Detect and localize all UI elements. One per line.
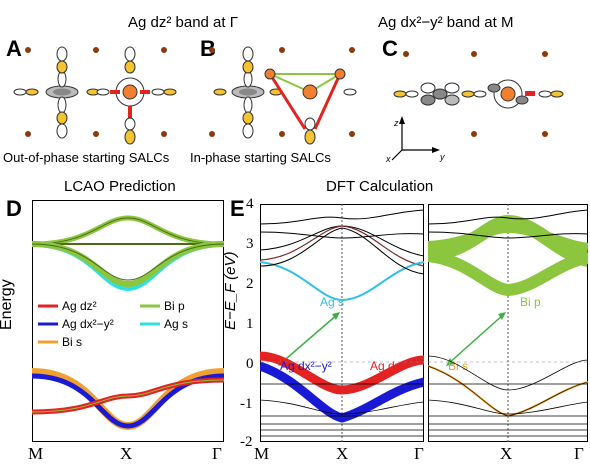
dft-band-plot-right: Bi p Bi s — [428, 204, 588, 442]
dft-left-xtick-m: M — [254, 444, 269, 464]
dft-left-xtick-x: X — [336, 444, 348, 464]
lcao-ylabel: Energy — [0, 279, 16, 330]
dft-label-bi-s: Bi s — [448, 359, 468, 373]
panel-a-orbitals — [14, 47, 176, 144]
dft-left-xtick-gamma: Γ — [414, 444, 424, 464]
legend-bi-p: Bi p — [164, 299, 185, 313]
legend-ag-dx2y2: Ag dx²−y² — [62, 317, 114, 331]
title-dz2-gamma: Ag dz² band at Γ — [128, 14, 238, 31]
dft-label-ag-dz2: Ag dz² — [370, 359, 405, 373]
panel-label-d: D — [6, 196, 22, 222]
lcao-band-plot: Ag dz² Ag dx²−y² Bi s Bi p Ag s — [32, 200, 224, 442]
dft-ytick-m1: -1 — [240, 396, 253, 413]
lcao-xtick-m: M — [28, 444, 43, 464]
dft-label-bi-p: Bi p — [520, 295, 541, 309]
panel-b-orbitals — [209, 47, 356, 144]
lcao-title: LCAO Prediction — [64, 178, 176, 195]
panel-c-orbitals: z y x — [385, 51, 563, 164]
dft-ytick-0: 0 — [246, 356, 254, 373]
panel-label-e: E — [230, 196, 245, 222]
dft-ytick-1: 1 — [246, 316, 254, 333]
dft-right-xtick-x: X — [500, 444, 512, 464]
dft-label-ag-s: Ag s — [320, 295, 344, 309]
lcao-xtick-gamma: Γ — [212, 444, 222, 464]
dft-ylabel: E−E_F (eV) — [222, 251, 239, 330]
dft-band-plot-left: Ag s Ag dx²−y² Ag dz² — [260, 204, 424, 442]
dft-ytick-4: 4 — [246, 196, 254, 213]
dft-title: DFT Calculation — [326, 178, 433, 195]
dft-label-ag-dx2y2: Ag dx²−y² — [280, 359, 332, 373]
title-dx2y2-m: Ag dx²−y² band at M — [378, 14, 513, 31]
legend-ag-s: Ag s — [164, 317, 188, 331]
dft-ytick-3: 3 — [246, 236, 254, 253]
axis-x-label: x — [385, 154, 391, 164]
dft-ytick-2: 2 — [246, 276, 254, 293]
legend-ag-dz2: Ag dz² — [62, 299, 97, 313]
legend-bi-s: Bi s — [62, 335, 82, 349]
axis-z-label: z — [393, 118, 399, 128]
salc-orbital-diagrams: z y x — [0, 34, 590, 164]
axis-y-label: y — [439, 152, 445, 162]
caption-in-phase: In-phase starting SALCs — [190, 150, 331, 165]
dft-right-xtick-gamma: Γ — [574, 444, 584, 464]
dft-ytick-m2: -2 — [240, 434, 253, 451]
lcao-xtick-x: X — [120, 444, 132, 464]
caption-out-of-phase: Out-of-phase starting SALCs — [3, 150, 169, 165]
